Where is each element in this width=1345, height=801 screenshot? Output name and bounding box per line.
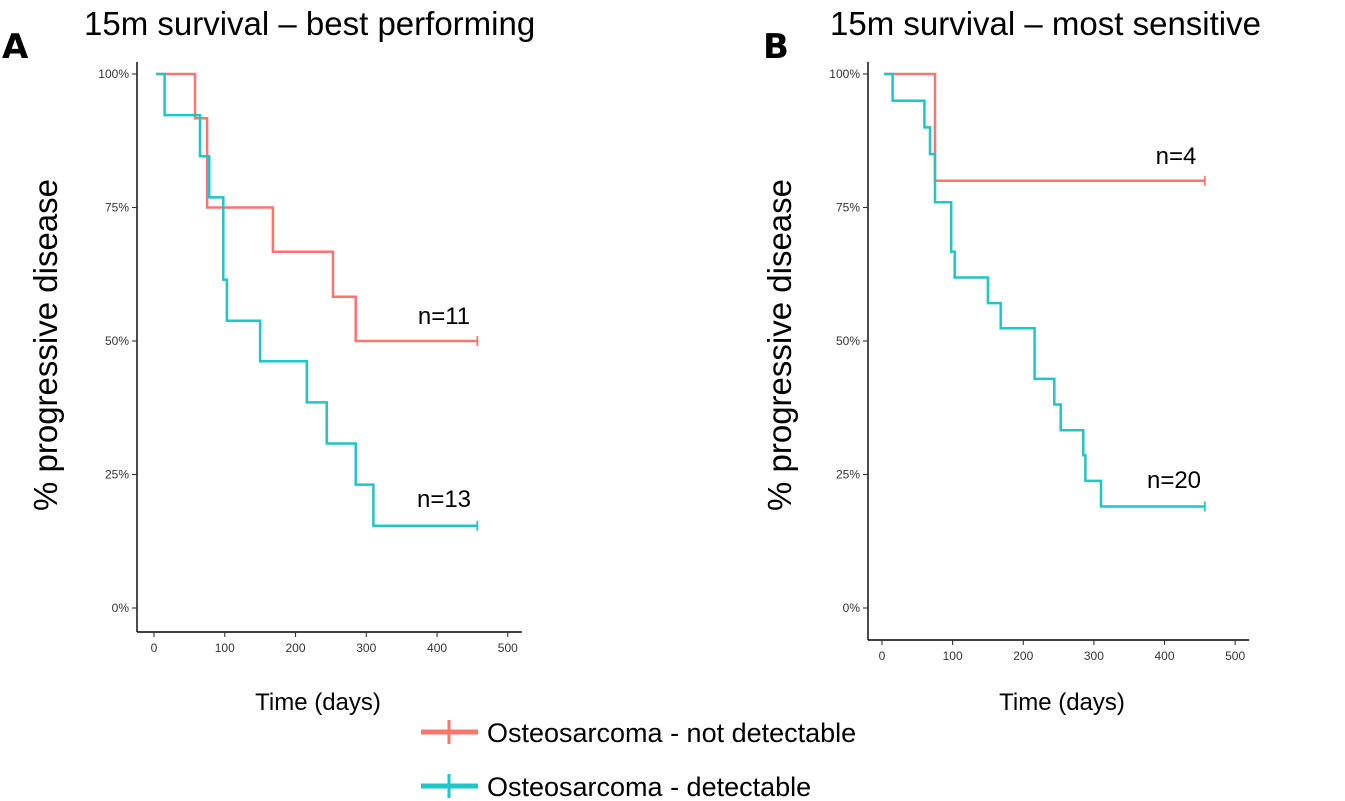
panel-b-x-tick-label: 300 (1084, 649, 1104, 663)
panel-b-x-tick-label: 400 (1155, 649, 1175, 663)
panel-a-x-tick-label: 0 (151, 641, 158, 655)
panel-a-y-tick-label: 75% (105, 201, 129, 215)
panel-a-x-axis-label: Time (days) (255, 689, 381, 716)
panel-b: B 15m survival – most sensitive % progre… (761, 5, 1261, 716)
panel-a-curve-detectable (156, 72, 478, 528)
panel-b-x-tick-label: 0 (879, 649, 886, 663)
panel-b-curve-detectable (884, 72, 1205, 508)
legend-item-not-detectable: Osteosarcoma - not detectable (421, 718, 856, 748)
panel-b-x-axis-label: Time (days) (999, 689, 1125, 716)
panel-a-plot-area: 0% 25% 50% 75% 100% 0 100 200 300 400 500 n=11 n=13 (98, 62, 522, 655)
panel-a-y-tick-label: 0% (112, 601, 130, 615)
legend-item-detectable: Osteosarcoma - detectable (421, 772, 811, 801)
panel-a-y-tick-label: 50% (105, 334, 129, 348)
panel-a-y-axis-label: % progressive disease (27, 179, 64, 511)
panel-b-n-label-detectable: n=20 (1147, 467, 1201, 494)
panel-a-y-tick-label: 25% (105, 468, 129, 482)
panel-b-curve-not-detectable (884, 72, 1205, 183)
legend-label-detectable: Osteosarcoma - detectable (487, 772, 811, 801)
panel-a: A 15m survival – best performing % progr… (2, 5, 535, 716)
panel-b-x-tick-label: 100 (943, 649, 963, 663)
panel-b-y-tick-label: 0% (843, 601, 861, 615)
panel-a-n-label-detectable: n=13 (417, 486, 471, 513)
panel-b-y-tick-label: 25% (836, 468, 860, 482)
panel-a-letter: A (2, 27, 29, 67)
panel-b-letter: B (763, 27, 789, 67)
panel-b-x-tick-label: 200 (1013, 649, 1033, 663)
panel-b-x-tick-label: 500 (1225, 649, 1245, 663)
panel-a-x-tick-label: 500 (498, 641, 518, 655)
panel-a-curve-not-detectable (156, 72, 478, 343)
panel-a-x-tick-label: 200 (286, 641, 306, 655)
panel-a-title: 15m survival – best performing (84, 5, 535, 42)
panel-a-x-tick-label: 100 (215, 641, 235, 655)
panel-a-y-tick-label: 100% (98, 67, 129, 81)
panel-b-y-tick-label: 75% (836, 201, 860, 215)
panel-a-x-tick-label: 300 (356, 641, 376, 655)
panel-b-y-axis-label: % progressive disease (761, 179, 798, 511)
panel-a-n-label-not-detectable: n=11 (418, 303, 470, 330)
panel-b-y-tick-label: 100% (829, 67, 860, 81)
panel-b-title: 15m survival – most sensitive (830, 5, 1261, 42)
legend-label-not-detectable: Osteosarcoma - not detectable (487, 718, 856, 748)
panel-b-y-tick-label: 50% (836, 334, 860, 348)
panel-a-x-tick-label: 400 (427, 641, 447, 655)
panel-b-n-label-not-detectable: n=4 (1156, 143, 1197, 170)
panel-b-plot-area: 0% 25% 50% 75% 100% 0 100 200 300 400 500 n=4 n=20 (829, 62, 1250, 663)
legend: Osteosarcoma - not detectable Osteosarco… (421, 718, 856, 801)
